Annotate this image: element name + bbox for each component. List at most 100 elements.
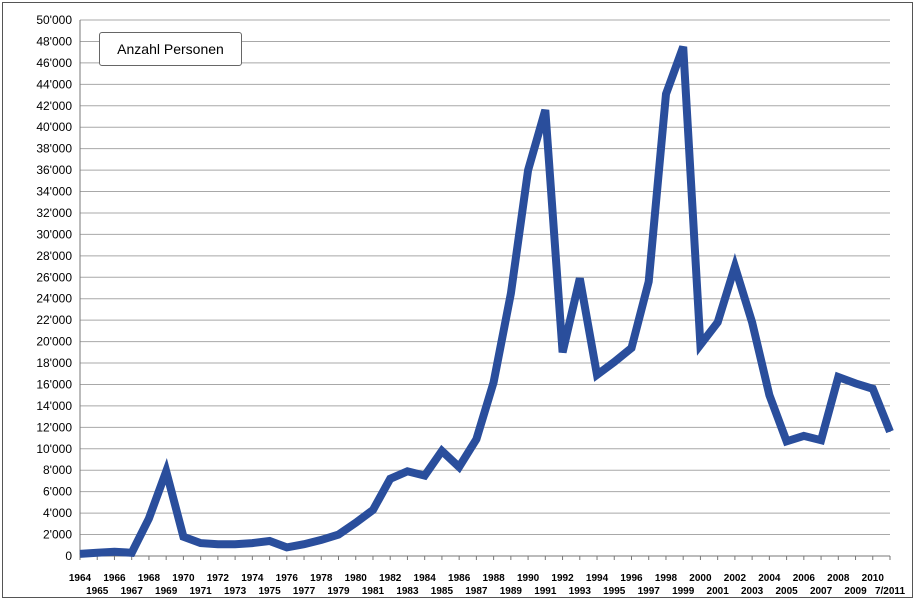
x-tick-label: 1969: [155, 586, 178, 597]
data-point: [182, 536, 184, 538]
data-point: [493, 381, 495, 383]
data-point: [665, 93, 667, 95]
legend: Anzahl Personen: [99, 32, 242, 66]
x-tick-label: 2004: [758, 573, 781, 584]
x-tick-label: 7/2011: [875, 586, 905, 597]
y-tick-label: 4'000: [43, 506, 72, 520]
axes: [79, 20, 891, 560]
y-tick-label: 28'000: [36, 249, 72, 263]
data-point: [475, 438, 477, 440]
y-tick-label: 16'000: [36, 377, 72, 391]
y-tick-label: 0: [65, 549, 72, 563]
x-tick-label: 1973: [224, 586, 247, 597]
y-tick-label: 34'000: [36, 185, 72, 199]
data-point: [441, 450, 443, 452]
y-tick-label: 24'000: [36, 292, 72, 306]
y-tick-label: 26'000: [36, 270, 72, 284]
y-tick-label: 12'000: [36, 420, 72, 434]
x-tick-label: 1987: [465, 586, 488, 597]
x-tick-label: 2000: [689, 573, 712, 584]
data-point: [286, 546, 288, 548]
x-tick-label: 2008: [827, 573, 850, 584]
x-tick-label: 1998: [655, 573, 678, 584]
x-tick-label: 1995: [603, 586, 626, 597]
data-point: [320, 539, 322, 541]
data-point: [424, 475, 426, 477]
x-tick-label: 1980: [345, 573, 368, 584]
x-tick-label: 1979: [327, 586, 350, 597]
x-tick-label: 1982: [379, 573, 402, 584]
data-point: [406, 470, 408, 472]
data-point: [269, 540, 271, 542]
series-line: [79, 45, 894, 558]
data-point: [165, 470, 167, 472]
data-point: [303, 543, 305, 545]
x-tick-label: 1988: [482, 573, 505, 584]
y-tick-label: 6'000: [43, 485, 72, 499]
x-tick-label: 2009: [844, 586, 867, 597]
y-tick-label: 10'000: [36, 442, 72, 456]
data-point: [79, 553, 81, 555]
y-tick-label: 50'000: [36, 13, 72, 27]
x-tick-label: 1993: [569, 586, 592, 597]
data-point: [562, 351, 564, 353]
y-tick-label: 46'000: [36, 56, 72, 70]
data-point: [648, 281, 650, 283]
x-tick-label: 1975: [258, 586, 281, 597]
x-tick-label: 1966: [103, 573, 126, 584]
data-point: [355, 522, 357, 524]
y-tick-label: 14'000: [36, 399, 72, 413]
x-tick-label: 1999: [672, 586, 695, 597]
data-point: [338, 534, 340, 536]
data-point: [855, 382, 857, 384]
x-tick-label: 2007: [810, 586, 833, 597]
y-tick-label: 32'000: [36, 206, 72, 220]
y-tick-label: 30'000: [36, 227, 72, 241]
x-tick-label: 1972: [207, 573, 230, 584]
data-point: [630, 347, 632, 349]
x-tick-label: 1977: [293, 586, 316, 597]
data-point: [820, 439, 822, 441]
x-tick-label: 1978: [310, 573, 333, 584]
x-tick-label: 2005: [775, 586, 798, 597]
data-point: [372, 509, 374, 511]
x-tick-label: 2002: [724, 573, 747, 584]
x-tick-label: 1965: [86, 586, 109, 597]
x-tick-label: 1968: [138, 573, 161, 584]
gridlines: [80, 19, 890, 536]
data-point: [579, 277, 581, 279]
data-point: [544, 109, 546, 111]
x-tick-label: 1994: [586, 573, 609, 584]
data-point: [786, 440, 788, 442]
x-tick-label: 1991: [534, 586, 557, 597]
x-tick-label: 2003: [741, 586, 764, 597]
data-point: [234, 543, 236, 545]
data-point: [734, 266, 736, 268]
y-tick-label: 48'000: [36, 34, 72, 48]
series-layer: [79, 45, 894, 558]
x-tick-label: 2001: [707, 586, 730, 597]
legend-label: Anzahl Personen: [117, 41, 224, 57]
data-point: [510, 292, 512, 294]
data-point: [527, 169, 529, 171]
y-tick-label: 18'000: [36, 356, 72, 370]
data-point: [217, 543, 219, 545]
data-point: [889, 431, 891, 433]
data-point: [717, 321, 719, 323]
x-tick-label: 1996: [620, 573, 643, 584]
y-tick-label: 8'000: [43, 463, 72, 477]
x-tick-label: 1984: [414, 573, 437, 584]
x-tick-label: 1981: [362, 586, 385, 597]
x-tick-label: 1986: [448, 573, 471, 584]
x-tick-label: 1992: [551, 573, 574, 584]
y-tick-label: 42'000: [36, 99, 72, 113]
y-tick-label: 22'000: [36, 313, 72, 327]
data-point: [837, 376, 839, 378]
data-point: [113, 551, 115, 553]
data-point: [148, 517, 150, 519]
data-point: [803, 435, 805, 437]
y-tick-label: 2'000: [43, 528, 72, 542]
x-tick-label: 1990: [517, 573, 540, 584]
data-point: [458, 466, 460, 468]
